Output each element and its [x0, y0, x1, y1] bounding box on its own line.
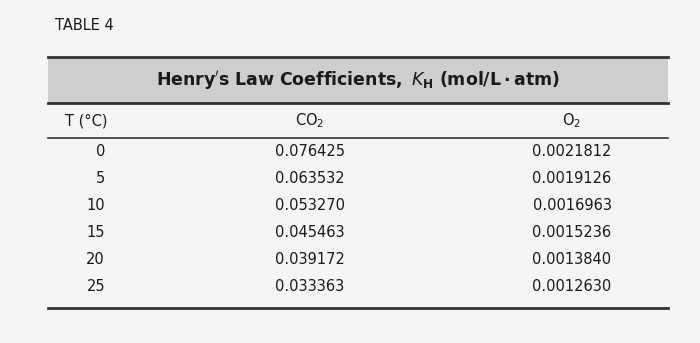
Text: O$_2$: O$_2$	[563, 111, 582, 130]
Text: 20: 20	[86, 252, 105, 267]
Text: 0.0013840: 0.0013840	[533, 252, 612, 267]
Text: 0.0016963: 0.0016963	[533, 198, 612, 213]
Text: 0.045463: 0.045463	[275, 225, 345, 240]
Text: 0.0015236: 0.0015236	[533, 225, 612, 240]
Text: 0.053270: 0.053270	[275, 198, 345, 213]
Text: TABLE 4: TABLE 4	[55, 18, 113, 33]
Text: 0.063532: 0.063532	[275, 171, 345, 186]
Text: 0.033363: 0.033363	[275, 279, 344, 294]
Text: 0.039172: 0.039172	[275, 252, 345, 267]
Text: 10: 10	[86, 198, 105, 213]
Text: 5: 5	[96, 171, 105, 186]
Text: 0.0012630: 0.0012630	[533, 279, 612, 294]
Text: T (°C): T (°C)	[65, 113, 108, 128]
Text: 0.0021812: 0.0021812	[532, 144, 612, 159]
Text: 0: 0	[96, 144, 105, 159]
Text: 15: 15	[87, 225, 105, 240]
Text: 0.0019126: 0.0019126	[533, 171, 612, 186]
Text: 25: 25	[86, 279, 105, 294]
Text: $\mathbf{Henry's\ Law\ Coefficients,\ \mathit{K}_{H}\ (mol/L \cdot atm)}$: $\mathbf{Henry's\ Law\ Coefficients,\ \m…	[156, 69, 560, 92]
Text: 0.076425: 0.076425	[275, 144, 345, 159]
Text: CO$_2$: CO$_2$	[295, 111, 325, 130]
